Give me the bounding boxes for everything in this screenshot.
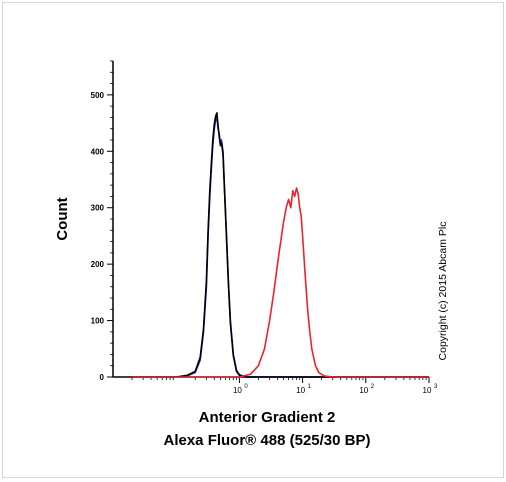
figure-frame: 0 100 200 300 400 500 10 0 10 1 10 2 10 3 Count Anter… xyxy=(2,2,504,478)
y-tick-label: 0 xyxy=(100,373,105,382)
x-axis-label-channel: Alexa Fluor® 488 (525/30 BP) xyxy=(164,432,371,449)
x-tick-label-base: 10 xyxy=(359,386,368,395)
y-tick-label: 300 xyxy=(91,204,105,213)
x-tick-label-base: 10 xyxy=(296,386,305,395)
x-tick-label-exponent: 2 xyxy=(371,384,375,390)
series-line-1 xyxy=(132,112,429,378)
y-tick-label: 200 xyxy=(91,260,105,269)
y-tick-label: 100 xyxy=(91,317,105,326)
x-tick-label-base: 10 xyxy=(233,386,242,395)
x-tick-label-base: 10 xyxy=(423,386,432,395)
x-tick-label-exponent: 3 xyxy=(434,384,438,390)
x-axis-label: Anterior Gradient 2 xyxy=(199,409,336,426)
x-tick-label-exponent: 0 xyxy=(244,384,248,390)
series-line-2 xyxy=(132,187,429,378)
y-tick-label: 400 xyxy=(91,147,105,156)
y-tick-label: 500 xyxy=(91,91,105,100)
y-axis-label: Count xyxy=(54,197,71,240)
copyright-notice: Copyright (c) 2015 Abcam Plc xyxy=(437,222,449,361)
x-tick-label-exponent: 1 xyxy=(308,384,312,390)
